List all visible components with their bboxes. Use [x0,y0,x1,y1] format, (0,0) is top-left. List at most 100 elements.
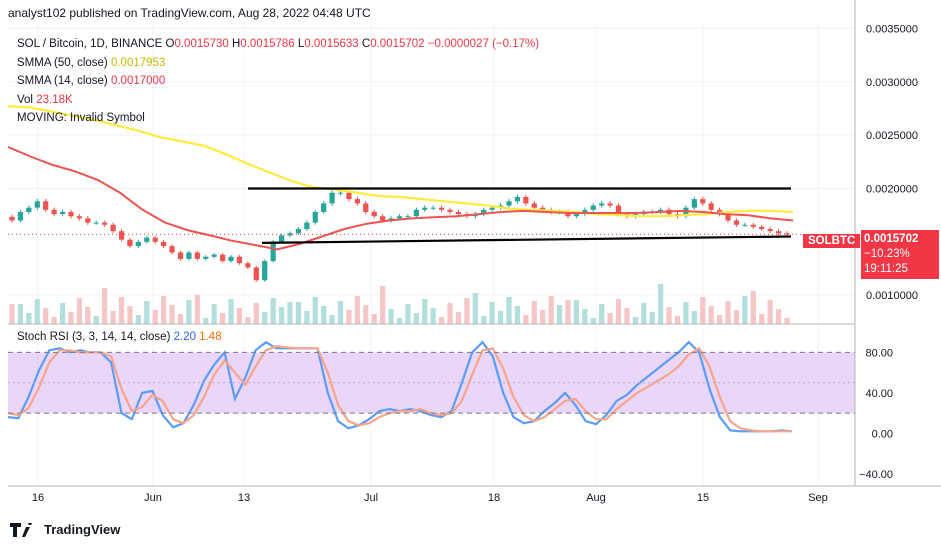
candle [76,216,82,219]
volume-bar [548,296,554,324]
volume-bar [540,310,546,324]
candle [371,211,377,217]
volume-bar [733,310,740,324]
candle [144,237,150,242]
volume-bar [245,317,251,324]
price-tick-label: 0.0035000 [866,23,918,35]
volume-bar [523,315,529,324]
volume-bar [337,301,344,324]
volume-bar [590,318,596,324]
ohlc-c-label: C [361,38,371,50]
volume-bar [641,303,647,324]
volume-bar [152,310,158,324]
vol-label: Vol [17,93,33,106]
stoch-tick-label: 0.00 [872,428,893,440]
candle [34,201,40,208]
stoch-tick-label: 80.00 [865,347,893,359]
candle [152,237,158,242]
volume-bar [236,308,243,324]
volume-bar [632,317,638,324]
candle [17,211,24,221]
candle [447,209,453,212]
volume-bar [135,315,141,324]
candle [135,241,141,247]
candle [489,207,495,210]
ohlc-o-label: O [165,38,175,50]
smma50-label: SMMA (50, close) [17,56,108,69]
ohlc-change: −0.0000027 (−0.17%) [427,38,540,50]
volume-bar [388,309,394,324]
candle [51,209,57,215]
volume-bar [102,288,108,324]
candle [219,254,226,262]
candle [708,203,714,210]
volume-bar [34,299,40,324]
candle [102,222,108,225]
vol-value: 23.18K [36,93,73,106]
price-tag: 0.0015702 −10.23% 19:11:25 [861,230,939,279]
candle [245,263,251,268]
candle [295,229,302,234]
volume-bar [700,297,706,324]
candle [203,256,209,259]
volume-bar [144,301,150,324]
stoch-legend: Stoch RSI (3, 3, 14, 14, close) 2.20 1.4… [17,331,222,343]
candle [481,209,487,215]
candle [93,222,99,224]
brand-name: TradingView [44,522,121,537]
candle [253,267,259,281]
candle [321,203,327,212]
axes: 0.0035000 0.0030000 0.0025000 0.0020000 0.00… [8,0,941,504]
candle [607,203,613,206]
candle [194,252,200,259]
volume-bar [354,296,360,324]
smma50-line [7,105,794,218]
volume-bar [219,313,226,324]
volume-bar [270,298,276,324]
volume-bar [43,308,49,324]
candle [700,199,706,204]
candle [169,246,175,253]
candle [337,192,344,194]
stoch-d-line [7,345,792,433]
volume-bar [649,312,655,324]
stoch-d-value: 1.48 [199,331,222,343]
volume-bar [582,309,588,324]
volume-bar [767,300,773,324]
volume-bar [380,286,386,324]
moving-label: MOVING: Invalid Symbol [17,112,145,124]
volume-bar [573,300,580,324]
volume-bar [26,313,32,324]
volume-bar [278,307,285,324]
smma14-value: 0.0017000 [110,75,166,87]
price-tick-label: 0.0030000 [866,77,918,89]
candle [118,231,125,240]
volume-bar [186,300,192,324]
time-tick-label: Jul [364,492,378,504]
volume-bar [556,305,563,324]
volume-bar [472,293,478,324]
volume-bar [430,308,436,324]
volume-bar [447,303,453,324]
candle [430,207,436,209]
volume-bar [118,297,125,324]
candle [523,197,529,204]
volume-bar [497,311,504,324]
volume-bar [85,307,91,324]
publisher-header: analyst102 published on TradingView.com,… [8,6,371,20]
candle [262,261,268,281]
candle [329,192,335,204]
time-tick-label: 15 [697,492,709,504]
candle [540,207,546,210]
time-tick-label: Aug [586,492,606,504]
candle [725,214,731,221]
candle [186,252,192,259]
volume-bar [17,304,24,324]
volume-bar [295,302,302,324]
volume-bar [203,318,209,324]
candle [405,216,411,218]
volume-bar [363,305,369,324]
tradingview-logo[interactable]: TradingView [10,522,120,537]
candle [396,216,403,219]
